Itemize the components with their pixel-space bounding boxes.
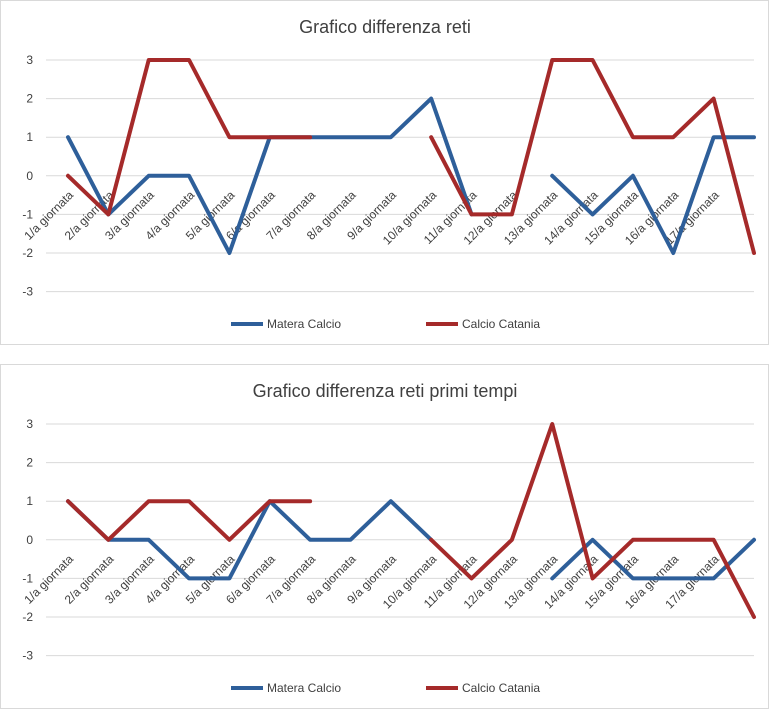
chart-svg: Grafico differenza reti primi tempi 3 2 1 0 -… bbox=[21, 381, 756, 695]
legend-label: Calcio Catania bbox=[462, 681, 540, 695]
y-tick-label: 1 bbox=[26, 130, 33, 144]
legend-label: Matera Calcio bbox=[267, 681, 341, 695]
y-tick-label: -1 bbox=[22, 571, 33, 585]
y-tick-label: 2 bbox=[26, 92, 33, 106]
series-line-calcio-catania bbox=[66, 499, 313, 542]
chart-panel-differenza-reti-primi-tempi: Grafico differenza reti primi tempi 3 2 1 0 -… bbox=[0, 364, 769, 709]
chart-title: Grafico differenza reti bbox=[299, 17, 471, 37]
y-tick-label: -2 bbox=[22, 246, 33, 260]
chart-title: Grafico differenza reti primi tempi bbox=[253, 381, 518, 401]
y-tick-label: 3 bbox=[26, 53, 33, 67]
y-tick-label: 3 bbox=[26, 417, 33, 431]
y-tick-label: -3 bbox=[22, 285, 33, 299]
y-tick-label: -2 bbox=[22, 610, 33, 624]
series-line-calcio-catania bbox=[429, 58, 756, 255]
y-tick-label: 0 bbox=[26, 169, 33, 183]
y-tick-label: -1 bbox=[22, 207, 33, 221]
series-line-calcio-catania bbox=[66, 58, 313, 217]
legend-label: Matera Calcio bbox=[267, 317, 341, 331]
series-line-calcio-catania bbox=[429, 422, 756, 619]
y-tick-label: -3 bbox=[22, 649, 33, 663]
y-tick-label: 0 bbox=[26, 533, 33, 547]
series-line-matera-calcio bbox=[550, 135, 756, 255]
chart-panel-differenza-reti: Grafico differenza reti 3 2 1 0 -1 -2 -3 1/a gio… bbox=[0, 0, 769, 345]
y-tick-label: 1 bbox=[26, 494, 33, 508]
y-tick-label: 2 bbox=[26, 456, 33, 470]
legend-label: Calcio Catania bbox=[462, 317, 540, 331]
series-line-matera-calcio bbox=[66, 499, 434, 581]
